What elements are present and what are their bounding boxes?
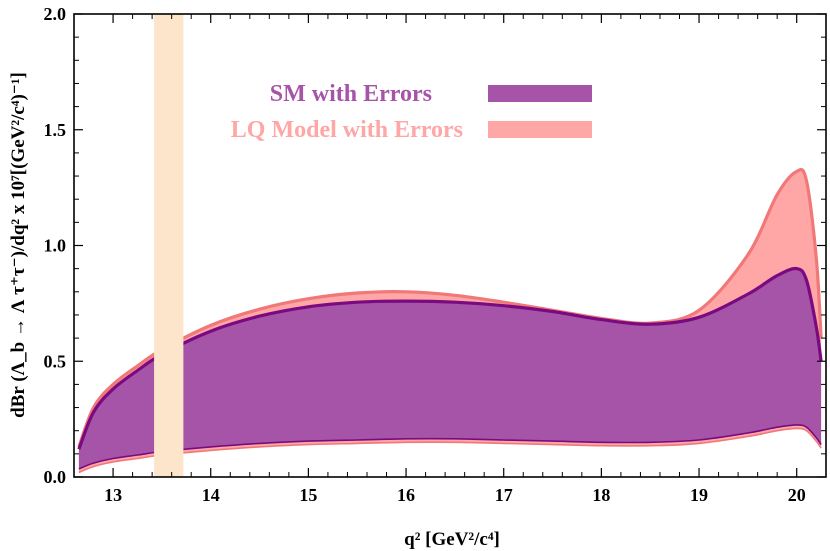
highlight-band bbox=[154, 14, 184, 477]
plot-area bbox=[77, 14, 823, 477]
legend-label-sm: SM with Errors bbox=[270, 81, 432, 107]
x-tick-label-13: 13 bbox=[104, 485, 122, 505]
band-sm-lower-edge bbox=[78, 424, 822, 470]
y-tick-label-0.0: 0.0 bbox=[44, 467, 67, 487]
x-tick-label-18: 18 bbox=[592, 485, 610, 505]
band-sm-upper-edge bbox=[77, 266, 823, 450]
x-tick-label-14: 14 bbox=[202, 485, 220, 505]
band-lq-lower-edge bbox=[78, 427, 822, 474]
x-tick-label-20: 20 bbox=[788, 485, 806, 505]
y-tick-label-1.5: 1.5 bbox=[44, 120, 67, 140]
y-tick-label-1.0: 1.0 bbox=[44, 236, 67, 256]
y-tick-label-0.5: 0.5 bbox=[44, 351, 67, 371]
legend-label-lq: LQ Model with Errors bbox=[231, 117, 463, 143]
y-axis-title: dBr (Λ_b → Λ τ⁺τ⁻)/dq² x 10⁷[(GeV²/c⁴)⁻¹… bbox=[8, 72, 29, 418]
axes: 13 14 15 16 17 18 19 20 0.0 0.5 1.0 1.5 2.0 bbox=[44, 4, 827, 505]
band-lq-upper-edge bbox=[77, 168, 823, 448]
x-tick-label-16: 16 bbox=[397, 485, 415, 505]
y-tick-label-2.0: 2.0 bbox=[44, 4, 67, 24]
x-axis-title: q² [GeV²/c⁴] bbox=[404, 529, 500, 550]
x-tick-label-17: 17 bbox=[495, 485, 513, 505]
legend: SM with Errors LQ Model with Errors bbox=[231, 81, 592, 143]
legend-swatch-lq bbox=[488, 121, 592, 138]
x-tick-label-15: 15 bbox=[299, 485, 317, 505]
band-sm bbox=[78, 268, 822, 469]
x-tick-label-19: 19 bbox=[690, 485, 708, 505]
legend-swatch-sm bbox=[488, 85, 592, 102]
